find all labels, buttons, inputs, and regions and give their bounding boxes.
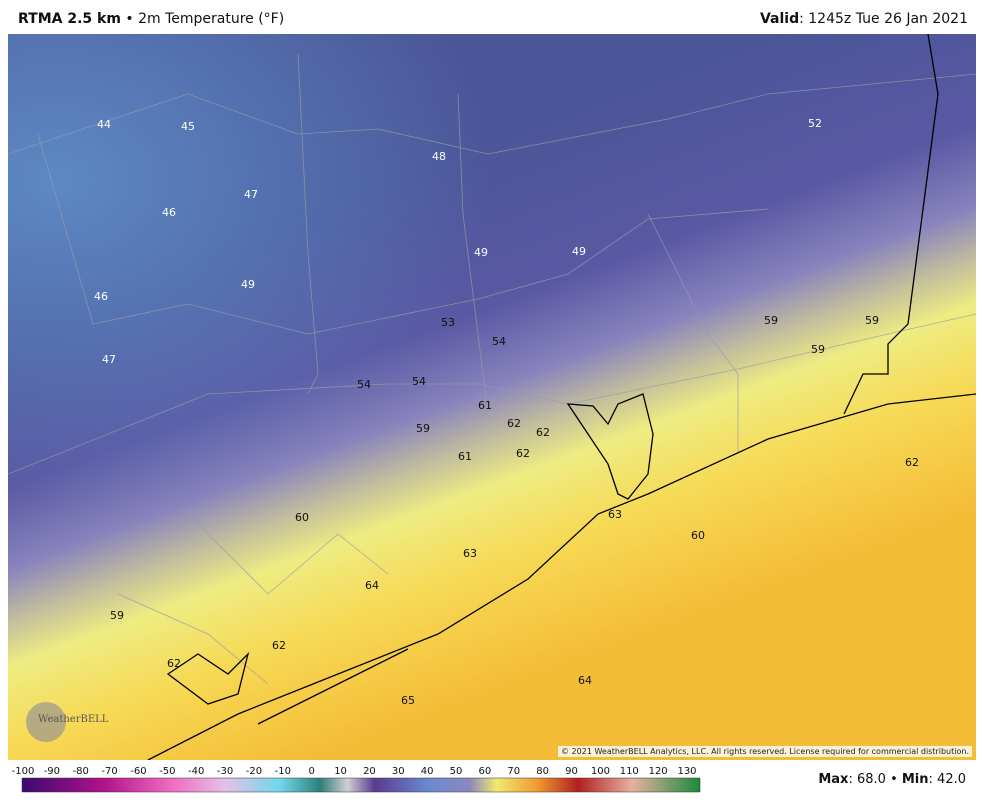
colorbar-tick-label: 110 (620, 766, 639, 777)
field: 2m Temperature (°F) (138, 11, 285, 27)
temperature-label: 59 (865, 314, 879, 327)
colorbar-tick-label: 70 (507, 766, 520, 777)
colorbar-tick-label: -60 (130, 766, 146, 777)
min-label: Min (901, 772, 929, 787)
temperature-label: 44 (97, 118, 111, 131)
colorbar: -100 -90 -80 -70 -60 -50 -40 -30 -20 -10 0 10 20 30 40… (12, 766, 701, 793)
colorbar-tick-label: -90 (44, 766, 60, 777)
county-lines (8, 53, 976, 685)
temperature-label: 62 (167, 657, 181, 670)
colorbar-tick-label: -20 (246, 766, 262, 777)
max-value: : 68.0 (848, 772, 886, 787)
temperature-label: 46 (162, 206, 176, 219)
temperature-label: 47 (244, 188, 258, 201)
header-right: Valid: 1245z Tue 26 Jan 2021 (760, 11, 968, 27)
colorbar-tick-label: 30 (392, 766, 405, 777)
temperature-label: 64 (365, 579, 379, 592)
temperature-label: 59 (764, 314, 778, 327)
logo: WeatherBELL (26, 702, 109, 742)
temperature-label: 47 (102, 353, 116, 366)
header-left: RTMA 2.5 km • 2m Temperature (°F) (18, 11, 284, 27)
temperature-label: 46 (94, 290, 108, 303)
colorbar-tick-label: 40 (421, 766, 434, 777)
colorbar-tick-label: 90 (565, 766, 578, 777)
temperature-label: 45 (181, 120, 195, 133)
temperature-label: 63 (463, 547, 477, 560)
colorbar-tick-label: 20 (363, 766, 376, 777)
temperature-label: 62 (507, 417, 521, 430)
cold-region (8, 34, 976, 760)
temperature-label: 62 (536, 426, 550, 439)
colorbar-tick-label: 100 (591, 766, 610, 777)
temperature-label: 65 (401, 694, 415, 707)
temperature-label: 62 (516, 447, 530, 460)
temperature-label: 60 (691, 529, 705, 542)
temperature-label: 59 (110, 609, 124, 622)
colorbar-tick-label: -80 (73, 766, 89, 777)
temperature-label: 54 (357, 378, 371, 391)
temperature-label: 62 (272, 639, 286, 652)
temperature-label: 59 (811, 343, 825, 356)
map: WeatherBELL 44 45 47 48 52 46 49 49 46 49 53 54 59 59… (8, 34, 976, 760)
temperature-label: 49 (241, 278, 255, 291)
colorbar-tick-label: -50 (159, 766, 175, 777)
temperature-label: 63 (608, 508, 622, 521)
temperature-label: 64 (578, 674, 592, 687)
min-value: : 42.0 (928, 772, 966, 787)
colorbar-tick-label: 130 (677, 766, 696, 777)
temperature-label: 48 (432, 150, 446, 163)
product: RTMA 2.5 km (18, 11, 121, 27)
temperature-label: 54 (412, 375, 426, 388)
colorbar-tick-label: 80 (536, 766, 549, 777)
colorbar-tick-label: 120 (649, 766, 668, 777)
colorbar-tick-label: 10 (334, 766, 347, 777)
temperature-label: 59 (416, 422, 430, 435)
temperature-label: 52 (808, 117, 822, 130)
colorbar-tick-label: -30 (217, 766, 233, 777)
valid-label: Valid (759, 11, 800, 27)
valid-time: : 1245z Tue 26 Jan 2021 (799, 11, 968, 27)
separator: • (890, 772, 898, 787)
max-label: Max (818, 772, 849, 787)
colorbar-tick-label: -100 (12, 766, 35, 777)
colorbar-tick-label: -70 (101, 766, 117, 777)
temperature-label: 49 (474, 246, 488, 259)
logo-text: WeatherBELL (38, 714, 109, 725)
temperature-label: 53 (441, 316, 455, 329)
temperature-label: 54 (492, 335, 506, 348)
stats: Max: 68.0 • Min: 42.0 (818, 772, 966, 787)
separator: • (125, 11, 134, 27)
colorbar-tick-label: 0 (309, 766, 315, 777)
temperature-label: 49 (572, 245, 586, 258)
copyright: © 2021 WeatherBELL Analytics, LLC. All r… (558, 746, 972, 757)
colorbar-tick-label: 60 (479, 766, 492, 777)
colorbar-tick-label: 50 (450, 766, 463, 777)
colorbar-tick-label: -10 (275, 766, 291, 777)
colorbar-scale (21, 777, 701, 793)
coastline (147, 34, 976, 760)
temperature-label: 60 (295, 511, 309, 524)
colorbar-tick-label: -40 (188, 766, 204, 777)
temperature-label: 61 (478, 399, 492, 412)
temperature-label: 61 (458, 450, 472, 463)
temperature-label: 62 (905, 456, 919, 469)
